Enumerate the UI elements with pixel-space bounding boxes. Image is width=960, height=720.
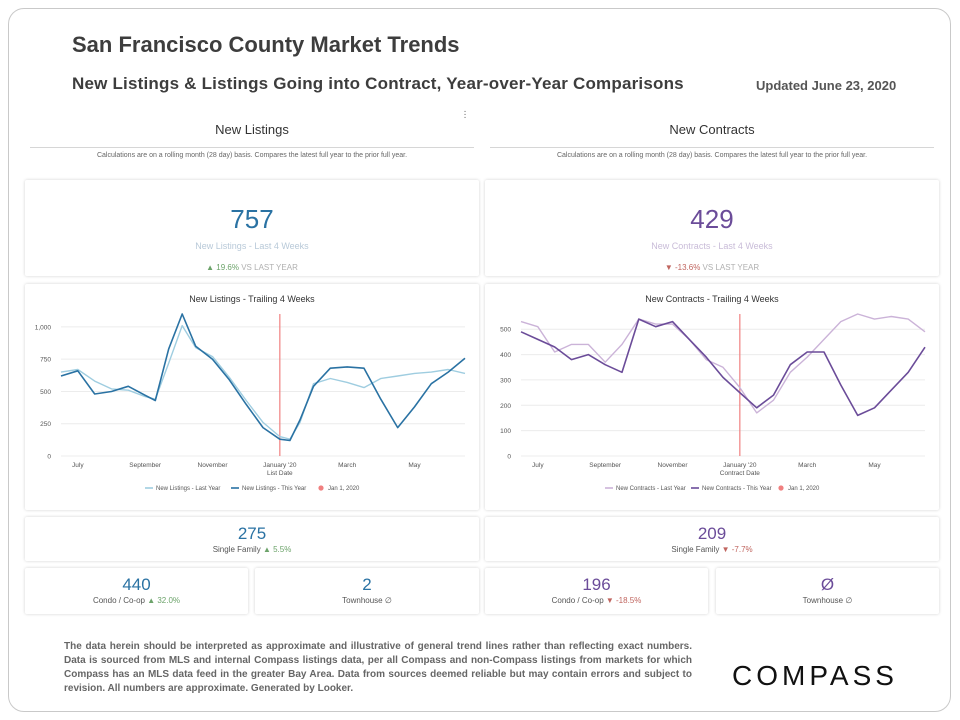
disclaimer-text: The data herein should be interpreted as… [64,641,692,694]
x-tick-label: July [72,462,84,469]
stat-delta: ▼ -7.7% [721,545,753,554]
y-tick-label: 500 [500,327,511,334]
x-tick-label: May [868,462,881,469]
stat-label: Single Family ▼ -7.7% [485,545,939,554]
kpi-label: New Listings - Last 4 Weeks [195,241,309,251]
y-tick-label: 100 [500,428,511,435]
stat-value: 209 [697,524,727,543]
legend-label: New Contracts - This Year [702,486,772,492]
y-tick-label: 750 [40,357,51,364]
kpi-card-new-contracts[interactable]: 429 New Contracts - Last 4 Weeks ▼ -13.6… [485,180,939,276]
stat-label: Condo / Co-op ▲ 32.0% [25,596,248,605]
stat-value: 275 [237,524,267,543]
kpi-value: 757 [230,204,274,234]
legend-label: New Contracts - Last Year [616,486,686,492]
y-tick-label: 250 [40,421,51,428]
new-listings-chart[interactable]: 0 250 500 750 1,000 July September November Janu… [25,284,479,510]
stat-label-text: Condo / Co-op [551,596,604,605]
panel-title: New Contracts [669,122,755,137]
legend-swatch [778,485,784,491]
x-tick-label: January '20 [723,462,757,469]
chart-card-new-listings[interactable]: New Listings - Trailing 4 Weeks 0 250 500 7… [25,284,479,510]
y-tick-label: 300 [500,377,511,384]
new-contracts-chart[interactable]: 0 100 200 300 400 500 July September November Jan… [485,284,939,510]
x-tick-label: January '20 [263,462,297,469]
chart-title: New Contracts - Trailing 4 Weeks [645,294,779,304]
chart-card-new-contracts[interactable]: New Contracts - Trailing 4 Weeks 0 100 200… [485,284,939,510]
x-axis-label: List Date [267,470,293,477]
y-tick-label: 200 [500,403,511,410]
chart-title: New Listings - Trailing 4 Weeks [189,294,315,304]
legend-label: New Listings - This Year [242,486,306,492]
townhouse-card-listings[interactable]: 2 Townhouse ∅ [255,568,479,614]
series-line-this-year [520,318,926,417]
more-options-icon[interactable]: · · · [463,106,467,123]
kpi-delta: ▲ 19.6% VS LAST YEAR [25,263,479,272]
stat-delta: ▼ -18.5% [605,596,642,605]
y-tick-label: 0 [47,454,51,461]
y-tick-label: 0 [507,454,511,461]
kpi-value: 429 [690,204,734,234]
x-tick-label: March [338,462,356,469]
stat-label-text: Condo / Co-op [92,596,145,605]
townhouse-card-contracts[interactable]: Ø Townhouse ∅ [716,568,939,614]
stat-label-text: Single Family [212,545,261,554]
stat-delta: ▲ 5.5% [262,545,292,554]
x-axis-label: Contract Date [720,470,760,477]
divider [30,147,474,148]
legend-label: Jan 1, 2020 [788,486,820,492]
y-tick-label: 500 [40,389,51,396]
stat-label-text: Single Family [671,545,720,554]
x-tick-label: November [658,462,689,469]
panel-title: New Listings [215,122,289,137]
calculation-note: Calculations are on a rolling month (28 … [556,152,868,159]
page-subtitle: New Listings & Listings Going into Contr… [72,74,684,93]
kpi-delta: ▼ -13.6% VS LAST YEAR [485,263,939,272]
series-line-last-year [60,324,466,440]
series-line-last-year [520,313,926,414]
y-tick-label: 1,000 [35,324,52,331]
x-tick-label: November [198,462,229,469]
divider [490,147,934,148]
condo-card-contracts[interactable]: 196 Condo / Co-op ▼ -18.5% [485,568,708,614]
legend-swatch [318,485,324,491]
updated-date: Updated June 23, 2020 [756,78,897,93]
panel-header-new-contracts: New Contracts Calculations are on a roll… [490,118,934,159]
x-tick-label: July [532,462,544,469]
single-family-card-listings[interactable]: 275 Single Family ▲ 5.5% [25,517,479,561]
condo-card-listings[interactable]: 440 Condo / Co-op ▲ 32.0% [25,568,248,614]
kpi-card-new-listings[interactable]: 757 New Listings - Last 4 Weeks ▲ 19.6% … [25,180,479,276]
stat-label: Townhouse ∅ [802,596,853,605]
delta-value: ▲ 19.6% [206,263,239,272]
x-tick-label: March [798,462,816,469]
kpi-label: New Contracts - Last 4 Weeks [651,241,773,251]
y-tick-label: 400 [500,352,511,359]
stat-label: Single Family ▲ 5.5% [25,545,479,554]
stat-value: 196 [582,575,611,594]
stat-label: Condo / Co-op ▼ -18.5% [485,596,708,605]
stat-delta: ▲ 32.0% [147,596,181,605]
compass-logo: COMPASS [732,660,898,691]
panel-header-new-listings: New Listings Calculations are on a rolli… [30,118,474,159]
delta-value: ▼ -13.6% [664,263,701,272]
single-family-card-contracts[interactable]: 209 Single Family ▼ -7.7% [485,517,939,561]
calculation-note: Calculations are on a rolling month (28 … [96,152,408,159]
x-tick-label: September [129,462,162,469]
x-tick-label: September [589,462,622,469]
delta-suffix: VS LAST YEAR [702,263,760,272]
stat-value: 2 [362,575,372,594]
stat-label: Townhouse ∅ [342,596,392,605]
stat-value: Ø [820,575,835,594]
stat-value: 440 [122,575,151,594]
x-tick-label: May [408,462,421,469]
legend-label: Jan 1, 2020 [328,486,360,492]
delta-suffix: VS LAST YEAR [241,263,298,272]
series-line-this-year [60,313,466,442]
page-title: San Francisco County Market Trends [72,32,460,57]
legend-label: New Listings - Last Year [156,486,220,492]
